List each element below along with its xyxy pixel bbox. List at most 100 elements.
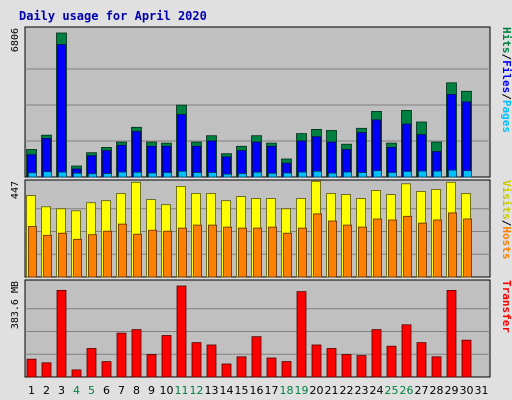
day-label: 24 — [370, 384, 384, 397]
bar-pages-day-24 — [373, 170, 382, 178]
day-label: 3 — [58, 384, 65, 397]
bar-hosts-day-30 — [463, 218, 472, 278]
day-label: 19 — [295, 384, 309, 397]
bar-transfer-day-25 — [386, 345, 397, 378]
bar-hosts-day-4 — [73, 238, 82, 278]
bar-pages-day-12 — [193, 172, 202, 178]
legend-files: Files — [500, 60, 512, 93]
legend-visits: Visits — [500, 180, 512, 220]
bar-transfer-day-13 — [206, 344, 217, 378]
bar-pages-day-13 — [208, 172, 217, 178]
bar-transfer-day-9 — [146, 354, 157, 378]
day-label: 5 — [88, 384, 95, 397]
bar-hosts-day-22 — [343, 224, 352, 278]
bar-hosts-day-11 — [178, 227, 187, 278]
bar-hosts-day-3 — [58, 232, 67, 278]
bar-pages-day-30 — [463, 170, 472, 178]
day-label: 25 — [385, 384, 399, 397]
panel-hits-files-pages: 6806 Hits/Files/Pages — [10, 26, 512, 178]
bar-transfer-day-2 — [41, 362, 52, 378]
day-label: 20 — [310, 384, 324, 397]
bar-transfer-day-4 — [71, 369, 82, 378]
day-label: 29 — [445, 384, 459, 397]
legend-transfer: Transfer — [500, 280, 512, 333]
bar-hosts-day-1 — [28, 226, 37, 278]
legend-text: Visits/Hosts — [500, 180, 512, 260]
bar-pages-day-15 — [238, 173, 247, 178]
bar-pages-day-23 — [358, 172, 367, 178]
bar-files-day-23 — [357, 132, 366, 178]
bar-hosts-day-7 — [118, 223, 127, 278]
bar-hosts-day-8 — [133, 233, 142, 278]
day-label: 13 — [205, 384, 219, 397]
bar-pages-day-19 — [298, 171, 307, 178]
bar-hosts-day-19 — [298, 227, 307, 278]
bar-pages-day-9 — [148, 172, 157, 178]
panel-max-label: 447 — [10, 181, 21, 199]
day-label: 30 — [460, 384, 474, 397]
bar-hosts-day-17 — [268, 226, 277, 278]
bar-transfer-day-18 — [281, 361, 292, 378]
bar-transfer-day-26 — [401, 324, 412, 378]
bar-files-day-21 — [327, 141, 336, 178]
day-label: 22 — [340, 384, 354, 397]
bar-hosts-day-2 — [43, 234, 52, 278]
bar-files-day-19 — [297, 140, 306, 178]
bar-hosts-day-20 — [313, 213, 322, 278]
bar-pages-day-29 — [448, 169, 457, 178]
bar-hosts-day-24 — [373, 218, 382, 278]
bar-transfer-day-21 — [326, 348, 337, 378]
bar-files-day-15 — [237, 150, 246, 178]
bar-transfer-day-10 — [161, 335, 172, 378]
bar-transfer-day-24 — [371, 329, 382, 378]
bar-files-day-3 — [57, 44, 66, 178]
day-label: 6 — [103, 384, 110, 397]
day-label: 23 — [355, 384, 369, 397]
bar-hosts-day-15 — [238, 227, 247, 278]
day-label: 17 — [265, 384, 279, 397]
bar-transfer-day-28 — [431, 356, 442, 378]
bar-pages-day-5 — [88, 173, 97, 178]
bar-transfer-day-16 — [251, 336, 262, 378]
bar-pages-day-16 — [253, 171, 262, 178]
bar-pages-day-21 — [328, 172, 337, 178]
bar-transfer-day-15 — [236, 356, 247, 378]
bar-hosts-day-12 — [193, 224, 202, 278]
day-label: 14 — [220, 384, 234, 397]
bar-transfer-day-22 — [341, 354, 352, 378]
legend-pages: Pages — [500, 100, 512, 133]
bar-transfer-day-14 — [221, 363, 232, 378]
bar-transfer-day-8 — [131, 329, 142, 378]
bar-hosts-day-26 — [403, 215, 412, 278]
bar-hosts-day-9 — [148, 229, 157, 278]
bar-pages-day-11 — [178, 170, 187, 178]
bar-pages-day-10 — [163, 172, 172, 178]
bar-pages-day-6 — [103, 173, 112, 178]
bar-files-day-11 — [177, 114, 186, 178]
chart-panels: 6806 Hits/Files/Pages 447 Visits/Hosts 383.6… — [10, 26, 512, 378]
bar-files-day-30 — [462, 101, 471, 178]
bar-hosts-day-13 — [208, 224, 217, 278]
day-label: 8 — [133, 384, 140, 397]
day-label: 4 — [73, 384, 80, 397]
bar-files-day-13 — [207, 140, 216, 178]
panel-transfer: 383.6 MB Transfer — [10, 279, 512, 378]
bar-hosts-day-5 — [88, 234, 97, 278]
day-label: 27 — [415, 384, 429, 397]
day-label: 10 — [160, 384, 174, 397]
day-label: 28 — [430, 384, 444, 397]
bar-hosts-day-14 — [223, 226, 232, 278]
panel-legend: Hits/Files/Pages — [500, 27, 512, 133]
bar-files-day-26 — [402, 123, 411, 178]
bar-transfer-day-11 — [176, 285, 187, 378]
bar-files-day-6 — [102, 150, 111, 178]
bar-hosts-day-28 — [433, 219, 442, 278]
bar-pages-day-22 — [343, 171, 352, 178]
bar-pages-day-17 — [268, 172, 277, 178]
bar-pages-day-7 — [118, 171, 127, 178]
chart-title: Daily usage for April 2020 — [19, 9, 207, 23]
bar-transfer-day-29 — [446, 289, 457, 378]
bar-transfer-day-27 — [416, 342, 427, 378]
day-label: 12 — [190, 384, 204, 397]
panel-legend: Transfer — [500, 280, 512, 333]
